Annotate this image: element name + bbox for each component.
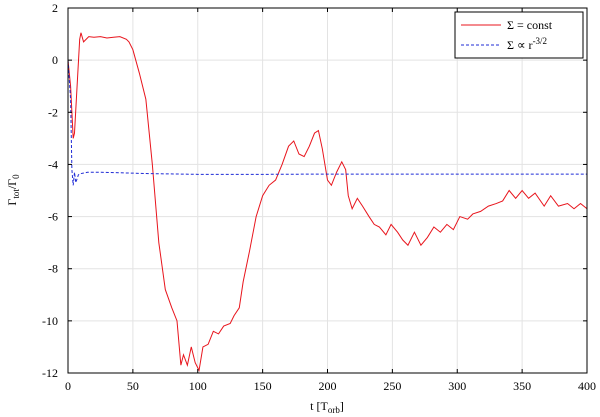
y-tick-label: -4 (48, 157, 58, 171)
legend-name: Σ = const (507, 18, 553, 32)
legend-label: Σ = const (507, 18, 553, 32)
y-tick-label: -2 (48, 105, 58, 119)
legend-sup: -3/2 (533, 36, 548, 46)
x-tick-label: 50 (127, 379, 139, 393)
x-tick-label: 150 (254, 379, 272, 393)
y-label-sub2: 0 (11, 174, 21, 179)
y-tick-label: 2 (52, 1, 58, 15)
y-tick-label: -12 (42, 366, 58, 380)
x-tick-label: 0 (65, 379, 71, 393)
series-line (67, 32, 588, 372)
x-tick-label: 350 (513, 379, 531, 393)
x-axis-label: t [Torb] (310, 399, 344, 415)
y-label-mid: /Γ (5, 179, 19, 189)
x-tick-label: 200 (319, 379, 337, 393)
x-label-sub: orb (328, 405, 340, 415)
series-line (67, 60, 587, 186)
legend-name: Σ ∝ r (507, 38, 533, 52)
x-tick-label: 250 (383, 379, 401, 393)
x-label-end: ] (340, 399, 344, 413)
x-label-main: t [T (310, 399, 328, 413)
y-tick-label: -6 (48, 210, 58, 224)
y-axis-label: Γtot/Γ0 (5, 174, 21, 206)
y-label-sub: tot (11, 189, 21, 199)
x-tick-label: 100 (189, 379, 207, 393)
legend-label: Σ ∝ r-3/2 (507, 36, 547, 52)
y-tick-label: -8 (48, 262, 58, 276)
y-label-main: Γ (5, 199, 19, 206)
plot (67, 32, 588, 372)
x-tick-label: 300 (448, 379, 466, 393)
y-tick-label: -10 (42, 314, 58, 328)
x-tick-label: 400 (578, 379, 596, 393)
y-tick-label: 0 (52, 53, 58, 67)
legend: Σ = const Σ ∝ r-3/2 (454, 11, 584, 59)
legend-box (454, 11, 584, 59)
